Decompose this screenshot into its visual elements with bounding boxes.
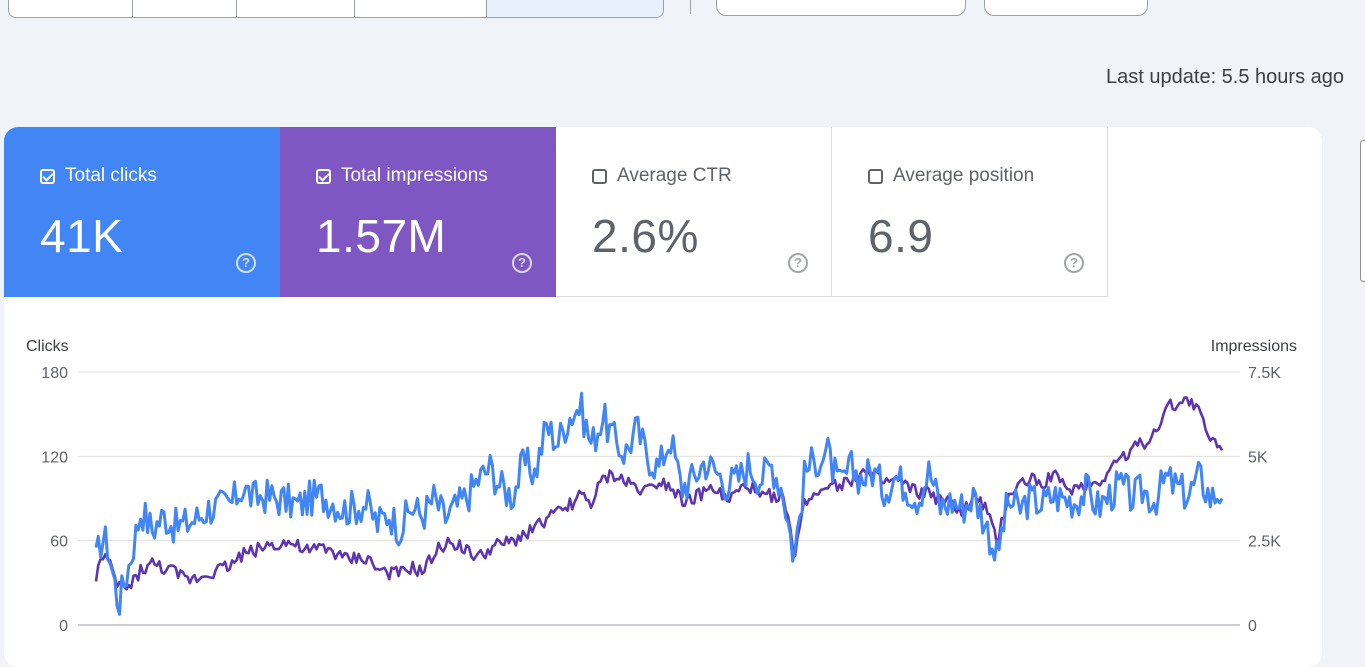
clicks-series-line [94, 391, 1224, 616]
metric-value: 41K [40, 210, 124, 262]
metric-value: 1.57M [316, 210, 447, 262]
metric-value: 6.9 [868, 210, 934, 262]
chart-lines [94, 391, 1224, 616]
right-tick-label: 7.5K [1248, 365, 1281, 382]
checkbox-checked-icon[interactable] [40, 168, 55, 184]
help-circle-icon[interactable]: ? [1064, 253, 1084, 273]
metric-label: Average position [893, 165, 1035, 186]
impressions-series-line [94, 396, 1224, 591]
help-circle-icon[interactable]: ? [788, 253, 808, 273]
left-axis-title: Clicks [26, 338, 69, 355]
date-range-selector[interactable] [8, 0, 664, 18]
top-filter-bar [0, 0, 1365, 18]
right-tick-label: 5K [1248, 449, 1268, 466]
date-range-option[interactable] [355, 0, 487, 17]
metric-label: Average CTR [617, 165, 732, 186]
date-range-option[interactable] [9, 0, 133, 17]
performance-card: Total clicks 41K ? Total impressions 1.5… [4, 127, 1322, 667]
left-tick-label: 120 [41, 449, 68, 466]
right-axis-ticks: 0 2.5K 5K 7.5K [1248, 365, 1281, 635]
last-update-text: Last update: 5.5 hours ago [1106, 66, 1344, 88]
search-type-filter[interactable] [716, 0, 966, 16]
metric-label: Total clicks [65, 165, 157, 186]
vertical-scrollbar[interactable] [1357, 118, 1365, 638]
metric-average-position[interactable]: Average position 6.9 ? [832, 127, 1108, 297]
left-tick-label: 180 [41, 365, 68, 382]
right-axis-title: Impressions [1211, 338, 1297, 355]
checkbox-checked-icon[interactable] [316, 168, 331, 184]
performance-chart: Clicks Impressions 0 60 120 180 0 2.5K 5K 7.5K [26, 338, 1297, 635]
metric-label-row[interactable]: Total impressions [316, 165, 488, 187]
filter-divider [690, 0, 691, 14]
right-tick-label: 0 [1248, 618, 1257, 635]
left-tick-label: 0 [59, 618, 68, 635]
date-range-option-selected[interactable] [487, 0, 663, 17]
metric-label: Total impressions [341, 165, 488, 186]
checkbox-unchecked-icon[interactable] [868, 168, 883, 184]
scrollbar-thumb[interactable] [1360, 140, 1365, 282]
metric-label-row[interactable]: Total clicks [40, 165, 157, 187]
date-range-option[interactable] [133, 0, 237, 17]
date-range-option[interactable] [237, 0, 355, 17]
help-circle-icon[interactable]: ? [512, 253, 532, 273]
left-tick-label: 60 [50, 534, 68, 551]
metric-total-clicks[interactable]: Total clicks 41K ? [4, 127, 280, 297]
left-axis-ticks: 0 60 120 180 [41, 365, 68, 635]
metric-total-impressions[interactable]: Total impressions 1.57M ? [280, 127, 556, 297]
add-filter-button[interactable] [984, 0, 1148, 16]
right-tick-label: 2.5K [1248, 534, 1281, 551]
metric-label-row[interactable]: Average CTR [592, 165, 732, 187]
metric-average-ctr[interactable]: Average CTR 2.6% ? [556, 127, 832, 297]
metric-label-row[interactable]: Average position [868, 165, 1034, 187]
checkbox-unchecked-icon[interactable] [592, 168, 607, 184]
help-circle-icon[interactable]: ? [236, 253, 256, 273]
metric-value: 2.6% [592, 210, 699, 262]
